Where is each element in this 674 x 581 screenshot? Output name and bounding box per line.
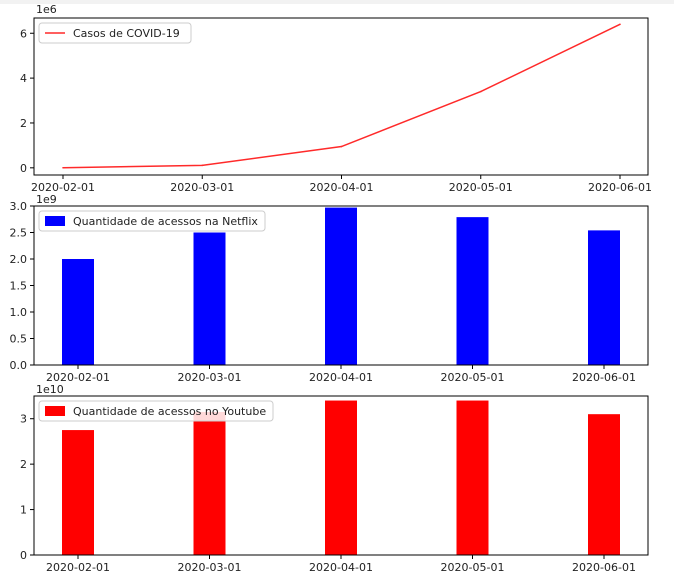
xtick-label-3-1: 2020-02-01 <box>46 561 110 574</box>
ytick-label-2-6: 2.5 <box>10 227 28 240</box>
ytick-label-3-1: 0 <box>20 549 27 562</box>
bar-3-4 <box>456 400 489 555</box>
ytick-label-1-4: 6 <box>20 27 27 40</box>
xtick-label-2-3: 2020-04-01 <box>309 371 373 384</box>
ytick-label-3-4: 3 <box>20 413 27 426</box>
bar-3-1 <box>62 430 94 555</box>
bar-3-2 <box>193 411 226 555</box>
line-point-4 <box>479 90 482 93</box>
legend-swatch-3 <box>45 406 65 416</box>
ytick-label-1-1: 0 <box>20 162 27 175</box>
legend-label-1: Casos de COVID-19 <box>73 27 180 40</box>
xtick-label-3-5: 2020-06-01 <box>572 561 636 574</box>
ytick-label-2-5: 2.0 <box>10 253 28 266</box>
ytick-label-1-3: 4 <box>20 72 27 85</box>
bar-2-2 <box>193 232 226 365</box>
ytick-label-2-1: 0.0 <box>10 359 28 372</box>
ytick-label-2-3: 1.0 <box>10 306 28 319</box>
offset-label-1: 1e6 <box>36 3 57 16</box>
bar-2-3 <box>325 207 357 365</box>
xtick-label-3-2: 2020-03-01 <box>178 561 242 574</box>
line-point-5 <box>619 23 621 26</box>
line-point-1 <box>62 166 64 169</box>
window-top-strip <box>0 0 674 4</box>
xtick-label-1-1: 2020-02-01 <box>31 181 95 194</box>
line-point-2 <box>201 164 204 167</box>
xtick-label-2-1: 2020-02-01 <box>46 371 110 384</box>
bar-3-5 <box>588 414 620 555</box>
xtick-label-1-3: 2020-04-01 <box>310 181 374 194</box>
xtick-label-1-5: 2020-06-01 <box>588 181 652 194</box>
line-point-3 <box>340 145 343 148</box>
ytick-label-1-2: 2 <box>20 117 27 130</box>
legend-box-2 <box>38 210 266 232</box>
ytick-label-3-2: 1 <box>20 504 27 517</box>
xtick-label-3-4: 2020-05-01 <box>441 561 505 574</box>
xtick-label-1-4: 2020-05-01 <box>449 181 513 194</box>
legend-label-3: Quantidade de acessos no Youtube <box>73 405 266 418</box>
xtick-label-2-5: 2020-06-01 <box>572 371 636 384</box>
bar-3-3 <box>325 400 357 555</box>
ytick-label-3-3: 2 <box>20 458 27 471</box>
legend-label-2: Quantidade de acessos na Netflix <box>73 215 258 228</box>
offset-label-2: 1e9 <box>36 193 57 206</box>
xtick-label-2-4: 2020-05-01 <box>441 371 505 384</box>
offset-label-3: 1e10 <box>36 383 64 396</box>
ytick-label-2-4: 1.5 <box>10 280 28 293</box>
bar-2-5 <box>588 230 620 365</box>
legend-swatch-2 <box>45 216 65 226</box>
legend-box-3 <box>38 400 274 422</box>
legend-box-1 <box>38 22 192 44</box>
xtick-label-2-2: 2020-03-01 <box>178 371 242 384</box>
xtick-label-3-3: 2020-04-01 <box>309 561 373 574</box>
xtick-label-1-2: 2020-03-01 <box>170 181 234 194</box>
ytick-label-2-2: 0.5 <box>10 333 28 346</box>
ytick-label-2-7: 3.0 <box>10 200 28 213</box>
bar-2-1 <box>62 259 94 365</box>
bar-2-4 <box>456 217 489 365</box>
